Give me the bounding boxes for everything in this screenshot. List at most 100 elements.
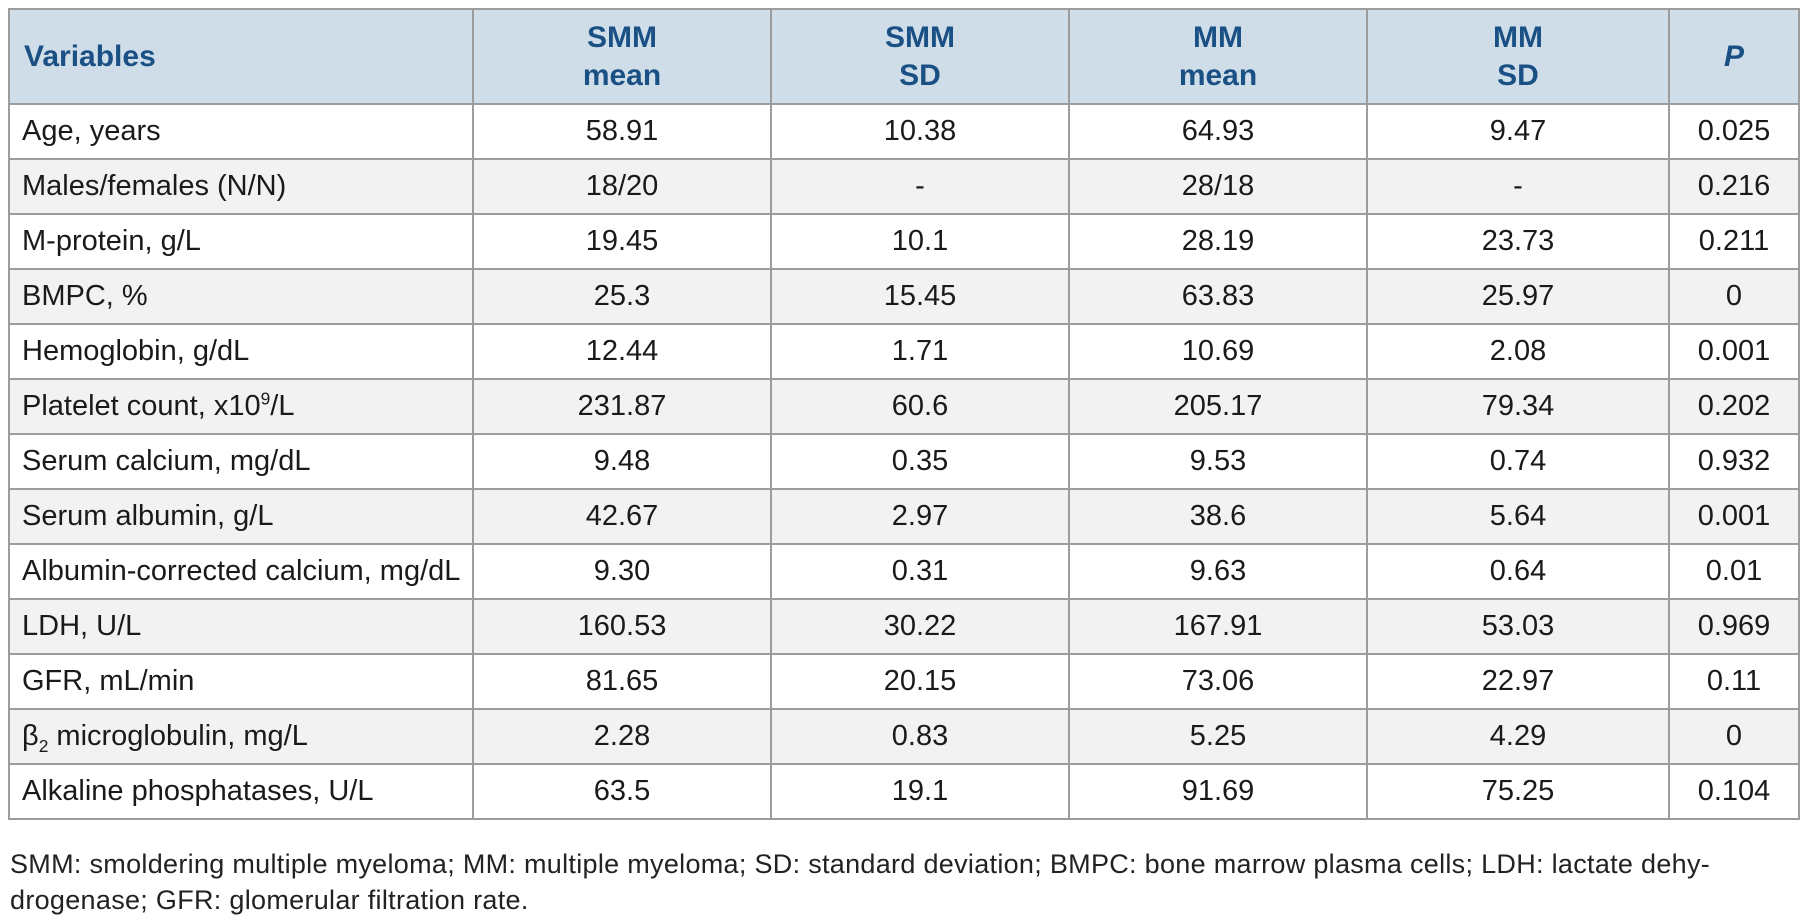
table-row: Hemoglobin, g/dL 12.44 1.71 10.69 2.08 0.001: [8, 323, 1800, 380]
cell-variable: Alkaline phosphatases, U/L: [8, 763, 474, 820]
cell-smm-sd: 0.31: [770, 543, 1070, 600]
cell-p: 0: [1668, 708, 1800, 765]
table-row: Age, years 58.91 10.38 64.93 9.47 0.025: [8, 103, 1800, 160]
cell-variable: GFR, mL/min: [8, 653, 474, 710]
column-header-p: P: [1668, 8, 1800, 105]
cell-smm-sd: 10.1: [770, 213, 1070, 270]
cell-p: 0.216: [1668, 158, 1800, 215]
cell-mm-mean: 38.6: [1068, 488, 1368, 545]
cell-mm-mean: 205.17: [1068, 378, 1368, 435]
cell-smm-sd: 1.71: [770, 323, 1070, 380]
cell-variable: BMPC, %: [8, 268, 474, 325]
cell-smm-mean: 63.5: [472, 763, 772, 820]
table-row: Males/females (N/N) 18/20-28/18-0.216: [8, 158, 1800, 215]
cell-p: 0.969: [1668, 598, 1800, 655]
cell-mm-sd: -: [1366, 158, 1670, 215]
footnote-line-1: SMM: smoldering multiple myeloma; MM: mu…: [10, 849, 1711, 879]
cell-mm-sd: 23.73: [1366, 213, 1670, 270]
cell-mm-sd: 2.08: [1366, 323, 1670, 380]
cell-mm-mean: 9.53: [1068, 433, 1368, 490]
cell-smm-sd: -: [770, 158, 1070, 215]
cell-p: 0.104: [1668, 763, 1800, 820]
cell-smm-sd: 10.38: [770, 103, 1070, 160]
cell-smm-mean: 160.53: [472, 598, 772, 655]
column-header-mm-mean: MM mean: [1068, 8, 1368, 105]
cell-mm-mean: 91.69: [1068, 763, 1368, 820]
cell-p: 0.211: [1668, 213, 1800, 270]
cell-mm-mean: 167.91: [1068, 598, 1368, 655]
table-row: Serum calcium, mg/dL 9.48 0.35 9.53 0.74 0.93…: [8, 433, 1800, 490]
column-header-variable: Variables: [8, 8, 474, 105]
footnote: SMM: smoldering multiple myeloma; MM: mu…: [10, 846, 1798, 918]
cell-smm-mean: 18/20: [472, 158, 772, 215]
table-row: GFR, mL/min 81.65 20.15 73.06 22.97 0.11: [8, 653, 1800, 710]
cell-mm-sd: 0.64: [1366, 543, 1670, 600]
cell-smm-mean: 42.67: [472, 488, 772, 545]
cell-smm-sd: 20.15: [770, 653, 1070, 710]
cell-mm-sd: 4.29: [1366, 708, 1670, 765]
footnote-line-2: drogenase; GFR: glomerular filtration ra…: [10, 885, 529, 915]
cell-smm-sd: 15.45: [770, 268, 1070, 325]
table-body: Age, years 58.91 10.38 64.93 9.47 0.025 Males/…: [8, 103, 1800, 820]
table-row: Alkaline phosphatases, U/L 63.5 19.1 91.69 7…: [8, 763, 1800, 820]
cell-p: 0.11: [1668, 653, 1800, 710]
column-header-smm-sd: SMM SD: [770, 8, 1070, 105]
cell-p: 0.932: [1668, 433, 1800, 490]
cell-variable: Males/females (N/N): [8, 158, 474, 215]
cell-p: 0.202: [1668, 378, 1800, 435]
cell-mm-mean: 64.93: [1068, 103, 1368, 160]
cell-mm-sd: 0.74: [1366, 433, 1670, 490]
cell-mm-sd: 9.47: [1366, 103, 1670, 160]
cell-smm-mean: 25.3: [472, 268, 772, 325]
cell-smm-sd: 60.6: [770, 378, 1070, 435]
cell-mm-sd: 79.34: [1366, 378, 1670, 435]
cell-variable: Hemoglobin, g/dL: [8, 323, 474, 380]
cell-smm-mean: 19.45: [472, 213, 772, 270]
table-row: BMPC, % 25.3 15.45 63.83 25.97 0: [8, 268, 1800, 325]
cell-variable: Platelet count, x109/L: [8, 378, 474, 435]
cell-p: 0.001: [1668, 323, 1800, 380]
cell-smm-mean: 12.44: [472, 323, 772, 380]
cell-mm-mean: 10.69: [1068, 323, 1368, 380]
cell-mm-sd: 53.03: [1366, 598, 1670, 655]
cell-variable: LDH, U/L: [8, 598, 474, 655]
statistics-table: Variables SMM mean SMM SD MM mean MM SD P Age, ye…: [8, 8, 1800, 820]
cell-variable: Serum calcium, mg/dL: [8, 433, 474, 490]
table-row: LDH, U/L 160.53 30.22 167.91 53.03 0.969: [8, 598, 1800, 655]
column-header-smm-mean: SMM mean: [472, 8, 772, 105]
cell-mm-mean: 5.25: [1068, 708, 1368, 765]
cell-smm-sd: 19.1: [770, 763, 1070, 820]
table-row: Platelet count, x109/L 231.87 60.6 205.17 79…: [8, 378, 1800, 435]
table-row: Albumin-corrected calcium, mg/dL 9.30 0.31…: [8, 543, 1800, 600]
cell-mm-mean: 63.83: [1068, 268, 1368, 325]
cell-mm-sd: 25.97: [1366, 268, 1670, 325]
cell-smm-mean: 81.65: [472, 653, 772, 710]
cell-mm-mean: 9.63: [1068, 543, 1368, 600]
cell-p: 0.01: [1668, 543, 1800, 600]
cell-p: 0.025: [1668, 103, 1800, 160]
cell-mm-sd: 5.64: [1366, 488, 1670, 545]
table-row: M-protein, g/L 19.45 10.1 28.19 23.73 0.211: [8, 213, 1800, 270]
cell-smm-mean: 231.87: [472, 378, 772, 435]
table-row: Serum albumin, g/L 42.67 2.97 38.6 5.64 0.001: [8, 488, 1800, 545]
cell-mm-sd: 75.25: [1366, 763, 1670, 820]
table-row: β2 microglobulin, mg/L 2.28 0.83 5.25 4.29 0: [8, 708, 1800, 765]
cell-p: 0.001: [1668, 488, 1800, 545]
cell-variable: Age, years: [8, 103, 474, 160]
cell-smm-mean: 58.91: [472, 103, 772, 160]
cell-mm-sd: 22.97: [1366, 653, 1670, 710]
cell-p: 0: [1668, 268, 1800, 325]
cell-variable: M-protein, g/L: [8, 213, 474, 270]
cell-smm-sd: 0.35: [770, 433, 1070, 490]
cell-smm-sd: 2.97: [770, 488, 1070, 545]
cell-mm-mean: 28.19: [1068, 213, 1368, 270]
cell-smm-mean: 9.30: [472, 543, 772, 600]
cell-smm-mean: 2.28: [472, 708, 772, 765]
cell-mm-mean: 73.06: [1068, 653, 1368, 710]
cell-variable: Serum albumin, g/L: [8, 488, 474, 545]
column-header-mm-sd: MM SD: [1366, 8, 1670, 105]
cell-mm-mean: 28/18: [1068, 158, 1368, 215]
table-header-row: Variables SMM mean SMM SD MM mean MM SD P: [8, 8, 1800, 105]
cell-smm-sd: 0.83: [770, 708, 1070, 765]
